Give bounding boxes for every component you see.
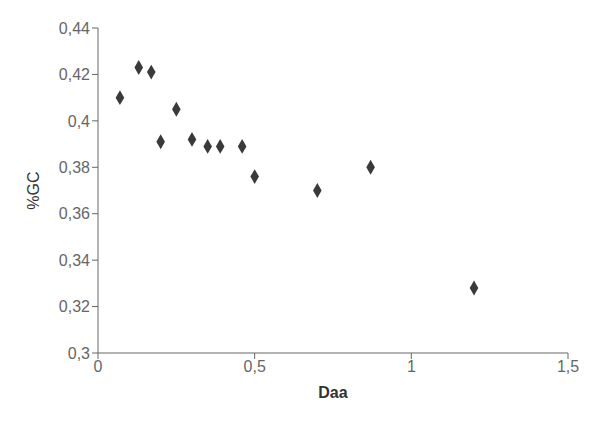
svg-text:0,32: 0,32	[59, 298, 90, 315]
svg-text:0,3: 0,3	[68, 345, 90, 362]
svg-text:1: 1	[407, 358, 416, 375]
svg-text:0: 0	[94, 358, 103, 375]
svg-text:Daa: Daa	[318, 384, 347, 401]
svg-text:%GC: %GC	[25, 171, 42, 209]
svg-text:0,5: 0,5	[244, 358, 266, 375]
svg-text:0,38: 0,38	[59, 159, 90, 176]
svg-text:0,42: 0,42	[59, 66, 90, 83]
svg-text:0,44: 0,44	[59, 20, 90, 37]
svg-text:0,4: 0,4	[68, 113, 90, 130]
svg-text:0,36: 0,36	[59, 205, 90, 222]
svg-text:0,34: 0,34	[59, 252, 90, 269]
svg-text:1,5: 1,5	[557, 358, 579, 375]
